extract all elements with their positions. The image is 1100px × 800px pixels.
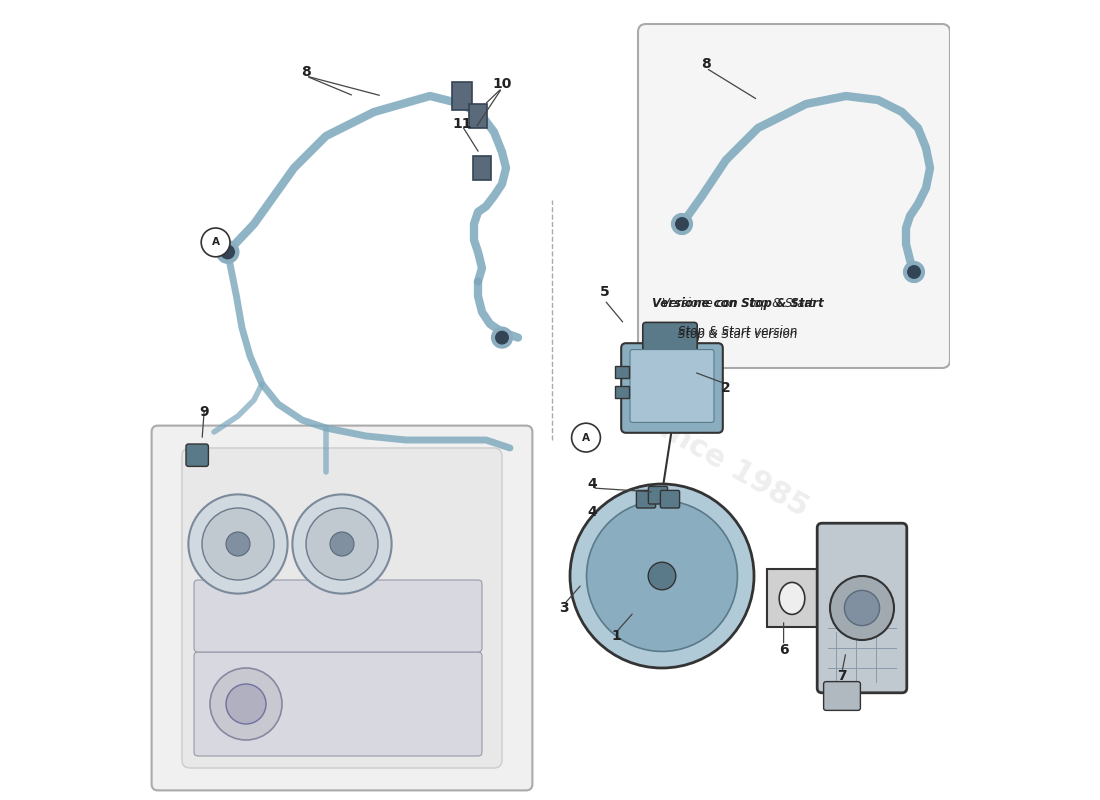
Text: 2: 2 — [722, 381, 730, 395]
FancyBboxPatch shape — [642, 322, 697, 351]
FancyBboxPatch shape — [615, 366, 629, 378]
Circle shape — [908, 266, 921, 278]
FancyBboxPatch shape — [186, 444, 208, 466]
Circle shape — [306, 508, 378, 580]
FancyBboxPatch shape — [767, 569, 817, 627]
Text: 5: 5 — [600, 285, 609, 299]
Text: 8: 8 — [701, 57, 711, 71]
Text: 4: 4 — [587, 477, 597, 491]
Text: Stop & Start version: Stop & Start version — [679, 328, 798, 341]
Circle shape — [672, 214, 692, 234]
Text: since 1985: since 1985 — [639, 406, 813, 522]
FancyBboxPatch shape — [621, 343, 723, 433]
Circle shape — [217, 241, 239, 263]
FancyBboxPatch shape — [817, 523, 906, 693]
Circle shape — [572, 423, 601, 452]
Text: 4: 4 — [587, 505, 597, 519]
Text: Versione con Stop & Start: Versione con Stop & Start — [662, 298, 814, 310]
FancyBboxPatch shape — [615, 386, 629, 398]
Circle shape — [570, 484, 754, 668]
FancyBboxPatch shape — [194, 580, 482, 652]
Circle shape — [188, 494, 287, 594]
Text: 7: 7 — [837, 669, 847, 683]
FancyBboxPatch shape — [473, 156, 491, 180]
Text: A: A — [211, 238, 220, 247]
Text: 3: 3 — [560, 601, 569, 615]
Text: 1: 1 — [612, 629, 621, 643]
Circle shape — [586, 501, 737, 651]
Circle shape — [648, 562, 675, 590]
Ellipse shape — [779, 582, 805, 614]
Circle shape — [496, 331, 508, 344]
FancyBboxPatch shape — [194, 652, 482, 756]
Circle shape — [210, 668, 282, 740]
Circle shape — [330, 532, 354, 556]
Text: 8: 8 — [301, 65, 311, 79]
Circle shape — [830, 576, 894, 640]
FancyBboxPatch shape — [637, 490, 656, 508]
Text: 9: 9 — [199, 405, 209, 419]
FancyBboxPatch shape — [182, 448, 502, 768]
Text: Stop & Start version: Stop & Start version — [679, 326, 798, 338]
Text: A: A — [582, 433, 590, 442]
Text: Versione con Stop & Start: Versione con Stop & Start — [652, 298, 824, 310]
FancyBboxPatch shape — [648, 486, 668, 504]
Circle shape — [845, 590, 880, 626]
Text: 6: 6 — [779, 642, 789, 657]
FancyBboxPatch shape — [630, 350, 714, 422]
FancyBboxPatch shape — [152, 426, 532, 790]
Circle shape — [221, 246, 234, 258]
FancyBboxPatch shape — [824, 682, 860, 710]
Circle shape — [492, 327, 513, 348]
Circle shape — [903, 262, 924, 282]
FancyBboxPatch shape — [638, 24, 950, 368]
Circle shape — [202, 508, 274, 580]
Circle shape — [675, 218, 689, 230]
Circle shape — [201, 228, 230, 257]
Circle shape — [226, 532, 250, 556]
Text: 10: 10 — [493, 77, 512, 91]
FancyBboxPatch shape — [470, 104, 487, 128]
Circle shape — [293, 494, 392, 594]
Text: 11: 11 — [452, 117, 472, 131]
FancyBboxPatch shape — [452, 82, 472, 110]
FancyBboxPatch shape — [660, 490, 680, 508]
Circle shape — [226, 684, 266, 724]
